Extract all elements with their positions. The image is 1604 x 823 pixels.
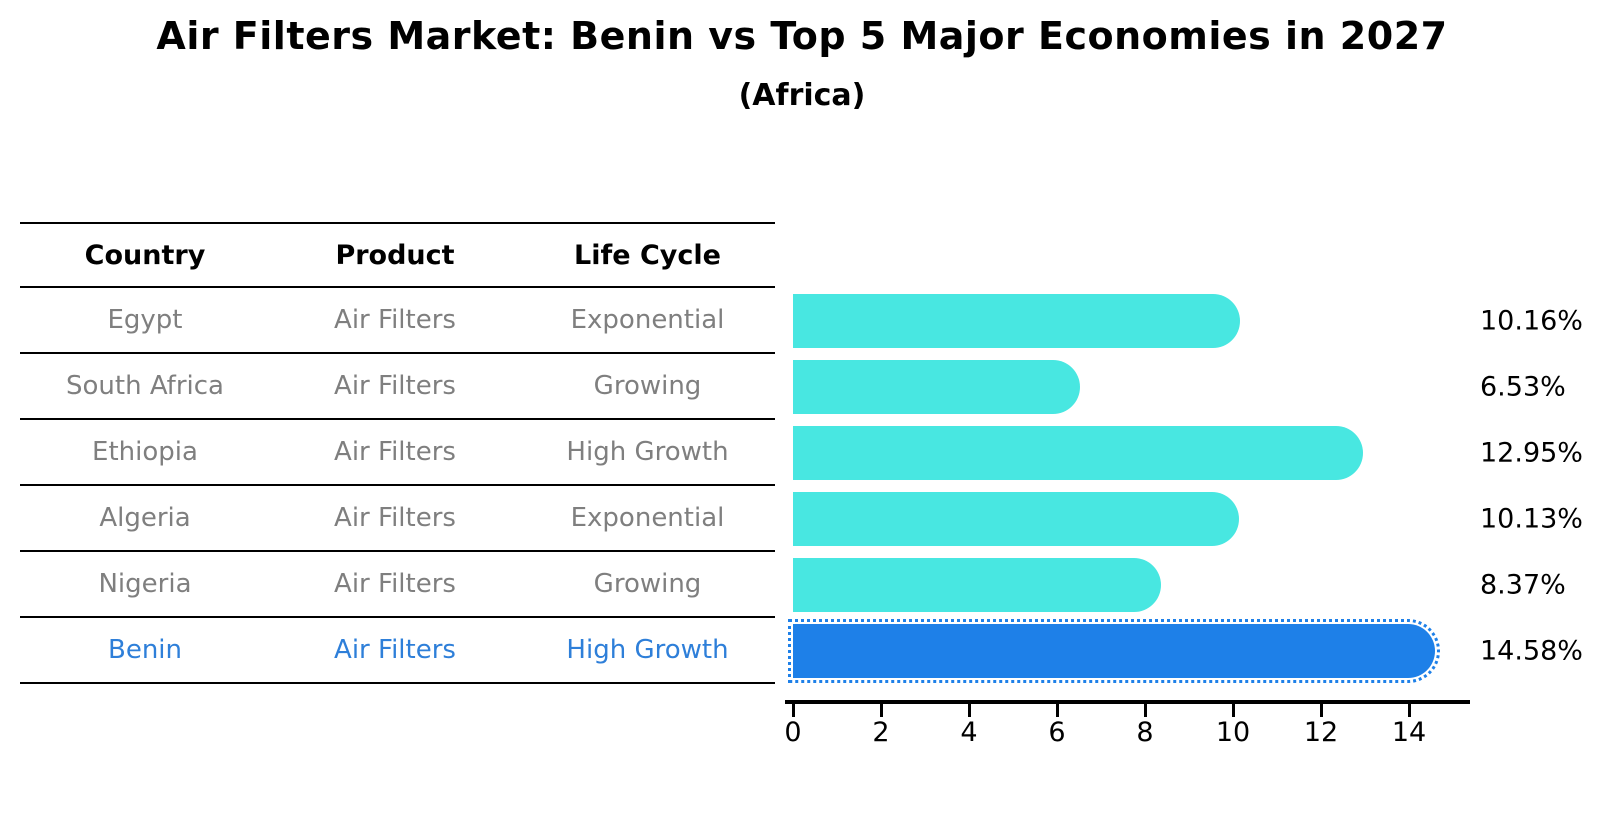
- x-axis-tick-label: 2: [872, 717, 890, 748]
- x-axis-tick-label: 12: [1303, 717, 1339, 748]
- bar-value-label: 14.58%: [1480, 635, 1583, 667]
- table-cell-country: Ethiopia: [92, 437, 198, 467]
- bar-egypt: [793, 294, 1241, 348]
- table-cell-country: South Africa: [66, 371, 224, 401]
- page-subtitle: (Africa): [738, 78, 866, 113]
- table-cell-product: Air Filters: [334, 437, 456, 467]
- x-axis-tick-label: 6: [1048, 717, 1066, 748]
- x-axis-tick-mark: [879, 704, 883, 717]
- country-table: Country Product Life Cycle Egypt Air Filt…: [20, 222, 775, 684]
- bar-algeria: [793, 492, 1239, 546]
- bar-value-label: 10.16%: [1480, 305, 1583, 337]
- bar-ethiopia: [793, 426, 1363, 480]
- table-cell-life-cycle: Growing: [593, 569, 702, 599]
- x-axis-tick-label: 0: [784, 717, 802, 748]
- bar-benin: [788, 619, 1440, 683]
- table-cell-life-cycle: Growing: [593, 371, 702, 401]
- bar-value-label: 10.13%: [1480, 503, 1583, 535]
- table-cell-product: Air Filters: [334, 635, 456, 665]
- x-axis-tick-label: 8: [1136, 717, 1154, 748]
- page-title: Air Filters Market: Benin vs Top 5 Major…: [156, 14, 1448, 58]
- table-cell-product: Air Filters: [334, 305, 456, 335]
- bar-south-africa: [793, 360, 1081, 414]
- table-cell-life-cycle: Exponential: [570, 305, 725, 335]
- table-row: Ethiopia Air Filters High Growth: [20, 420, 775, 486]
- table-cell-product: Air Filters: [334, 569, 456, 599]
- x-axis-tick-mark: [967, 704, 971, 717]
- x-axis-tick-mark: [791, 704, 795, 717]
- table-row: Algeria Air Filters Exponential: [20, 486, 775, 552]
- x-axis-line: [785, 700, 1470, 704]
- table-row: Nigeria Air Filters Growing: [20, 552, 775, 618]
- table-cell-life-cycle: Exponential: [570, 503, 725, 533]
- table-row: Egypt Air Filters Exponential: [20, 288, 775, 354]
- table-rows: Egypt Air Filters Exponential South Africa A…: [20, 288, 775, 684]
- table-cell-product: Air Filters: [334, 371, 456, 401]
- x-axis-tick-mark: [1407, 704, 1411, 717]
- table-cell-product: Air Filters: [334, 503, 456, 533]
- table-header-row: Country Product Life Cycle: [20, 222, 775, 288]
- x-axis-tick-mark: [1143, 704, 1147, 717]
- table-cell-country: Algeria: [99, 503, 191, 533]
- table-cell-country: Egypt: [107, 305, 183, 335]
- table-cell-life-cycle: High Growth: [566, 635, 729, 665]
- bar-value-label: 8.37%: [1480, 569, 1566, 601]
- x-axis-tick-label: 4: [960, 717, 978, 748]
- x-axis-tick-label: 14: [1391, 717, 1427, 748]
- x-axis-tick-mark: [1319, 704, 1323, 717]
- x-axis-tick-mark: [1055, 704, 1059, 717]
- bar-nigeria: [793, 558, 1162, 612]
- bar-value-label: 6.53%: [1480, 371, 1566, 403]
- table-header-country: Country: [84, 239, 206, 271]
- table-cell-country: Benin: [107, 635, 182, 665]
- table-row: Benin Air Filters High Growth: [20, 618, 775, 684]
- table-cell-life-cycle: High Growth: [566, 437, 729, 467]
- x-axis-tick-label: 10: [1215, 717, 1251, 748]
- table-header-life-cycle: Life Cycle: [574, 239, 721, 271]
- table-cell-country: Nigeria: [98, 569, 192, 599]
- table-header-product: Product: [335, 239, 455, 271]
- x-axis-tick-mark: [1231, 704, 1235, 717]
- bar-value-label: 12.95%: [1480, 437, 1583, 469]
- table-row: South Africa Air Filters Growing: [20, 354, 775, 420]
